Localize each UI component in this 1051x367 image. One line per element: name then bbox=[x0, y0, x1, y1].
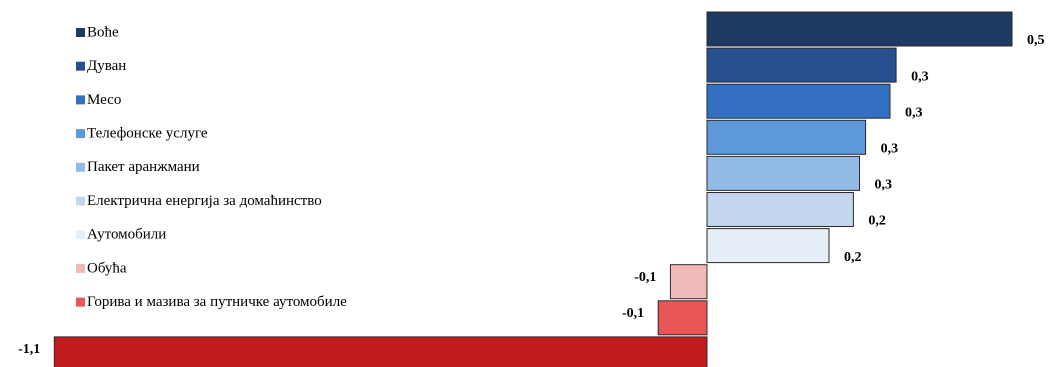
bar bbox=[706, 192, 854, 227]
value-label: 0,3 bbox=[875, 178, 893, 193]
bar bbox=[706, 47, 897, 83]
value-label: 0,3 bbox=[911, 69, 929, 84]
legend-label: Телефонске услуге bbox=[87, 126, 208, 142]
legend-label: Воће bbox=[87, 24, 119, 40]
value-label: -0,1 bbox=[634, 270, 656, 285]
value-label: 0,5 bbox=[1027, 33, 1045, 48]
legend-label: Електрична енергија за домаћинство bbox=[87, 193, 322, 209]
legend-swatch bbox=[76, 28, 85, 37]
bar bbox=[53, 336, 708, 367]
legend-swatch bbox=[76, 297, 85, 307]
bar bbox=[669, 264, 708, 300]
bar bbox=[657, 300, 708, 336]
value-label: -0,1 bbox=[622, 306, 644, 321]
bar bbox=[706, 11, 1013, 47]
value-label: 0,3 bbox=[905, 105, 923, 120]
bar bbox=[706, 119, 867, 155]
bar bbox=[706, 83, 891, 119]
legend-label: Месо bbox=[87, 92, 121, 108]
legend-label: Аутомобили bbox=[87, 227, 166, 243]
legend-label: Дуван bbox=[87, 58, 126, 74]
legend-label: Горива и мазива за путничке аутомобиле bbox=[87, 294, 347, 310]
legend-swatch bbox=[76, 95, 85, 105]
value-label: 0,3 bbox=[881, 142, 899, 157]
bar bbox=[706, 228, 830, 264]
value-label: 0,2 bbox=[868, 214, 886, 229]
legend-swatch bbox=[76, 196, 85, 206]
legend-swatch bbox=[76, 263, 85, 273]
legend-label: Пакет аранжмани bbox=[87, 159, 200, 175]
legend-swatch bbox=[76, 230, 85, 240]
legend-swatch bbox=[76, 129, 85, 139]
value-label: 0,2 bbox=[844, 250, 862, 265]
legend-swatch bbox=[76, 61, 85, 71]
legend-swatch bbox=[76, 162, 85, 172]
value-label: -1,1 bbox=[18, 342, 40, 357]
legend-label: Обућа bbox=[87, 260, 127, 276]
bar bbox=[706, 155, 860, 191]
